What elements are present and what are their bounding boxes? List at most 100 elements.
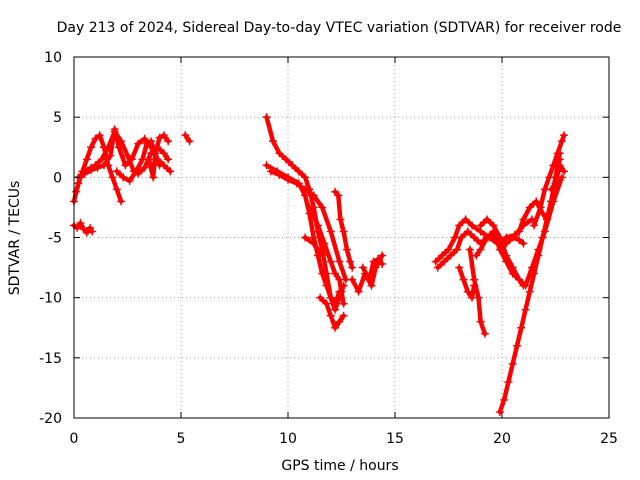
series-arc-3j [547, 155, 564, 194]
data-point [91, 134, 100, 143]
data-point [457, 233, 466, 242]
data-point [262, 113, 271, 122]
series-trace [264, 114, 346, 312]
data-point [164, 137, 173, 146]
data-point [348, 263, 357, 272]
data-point [262, 161, 271, 170]
data-point [438, 251, 447, 260]
data-point [110, 125, 119, 134]
data-point [108, 173, 117, 182]
data-point [560, 167, 569, 176]
data-point [301, 173, 310, 182]
data-point [95, 131, 104, 140]
x-tick-label: 15 [386, 431, 404, 447]
data-point [140, 163, 149, 172]
data-point [313, 221, 322, 230]
data-point [378, 259, 387, 268]
data-point [125, 176, 134, 185]
data-point [121, 161, 130, 170]
data-point [555, 155, 564, 164]
data-point [82, 155, 91, 164]
x-tick-label: 25 [600, 431, 618, 447]
data-point [334, 191, 343, 200]
data-point [266, 167, 275, 176]
x-tick-label: 0 [70, 431, 79, 447]
data-point [149, 173, 158, 182]
data-point [151, 149, 160, 158]
data-point [461, 215, 470, 224]
data-point [560, 131, 569, 140]
data-point [132, 167, 141, 176]
data-point [557, 137, 566, 146]
data-point [463, 227, 472, 236]
data-point [433, 263, 442, 272]
data-point [504, 377, 513, 386]
data-point [474, 293, 483, 302]
data-point [318, 203, 327, 212]
data-point [112, 167, 121, 176]
data-point [164, 155, 173, 164]
data-point [339, 227, 348, 236]
data-point [318, 269, 327, 278]
data-point [378, 251, 387, 260]
data-point [495, 407, 504, 416]
data-point [134, 139, 143, 148]
data-point [155, 161, 164, 170]
data-point [335, 257, 344, 266]
data-point [320, 239, 329, 248]
data-point [515, 227, 524, 236]
data-point [542, 215, 551, 224]
data-point [181, 131, 190, 140]
data-point [281, 155, 290, 164]
data-point [123, 151, 132, 160]
data-point [112, 185, 121, 194]
data-point [463, 287, 472, 296]
data-point [292, 179, 301, 188]
y-tick-label: -10 [39, 291, 62, 307]
data-point [147, 137, 156, 146]
series-arc-1f [70, 219, 97, 237]
x-axis-label: GPS time / hours [281, 458, 398, 474]
data-point [521, 305, 530, 314]
data-point [127, 155, 136, 164]
data-point [80, 169, 89, 178]
data-point [140, 134, 149, 143]
data-point [185, 137, 194, 146]
series-arc-2g [331, 187, 357, 272]
data-point [530, 221, 539, 230]
data-point [76, 219, 85, 228]
data-point [301, 233, 310, 242]
grid-layer [74, 57, 609, 418]
data-point [373, 255, 382, 264]
data-point [301, 185, 310, 194]
tick-layer: 0 5 10 15 20 25 -20 -15 -10 -5 0 5 10 [39, 50, 618, 447]
data-point [534, 251, 543, 260]
data-point [342, 245, 351, 254]
data-point [547, 185, 556, 194]
data-point [166, 167, 175, 176]
series-arc-2a [262, 113, 348, 314]
data-point [519, 239, 528, 248]
data-point [358, 263, 367, 272]
data-point [476, 221, 485, 230]
data-point [444, 245, 453, 254]
series-arc-3i [530, 131, 569, 230]
data-point [369, 257, 378, 266]
data-point [155, 133, 164, 142]
data-point [336, 215, 345, 224]
data-point [309, 191, 318, 200]
data-point [309, 239, 318, 248]
data-point [446, 251, 455, 260]
data-point [551, 179, 560, 188]
series-arc-3g [495, 161, 569, 416]
data-point [354, 287, 363, 296]
y-tick-label: -15 [39, 351, 62, 367]
data-point [339, 299, 348, 308]
data-point [119, 173, 128, 182]
data-point [512, 341, 521, 350]
data-point [106, 151, 115, 160]
y-tick-label: 10 [44, 50, 62, 66]
y-tick-label: 0 [53, 170, 62, 186]
data-point [93, 163, 102, 172]
